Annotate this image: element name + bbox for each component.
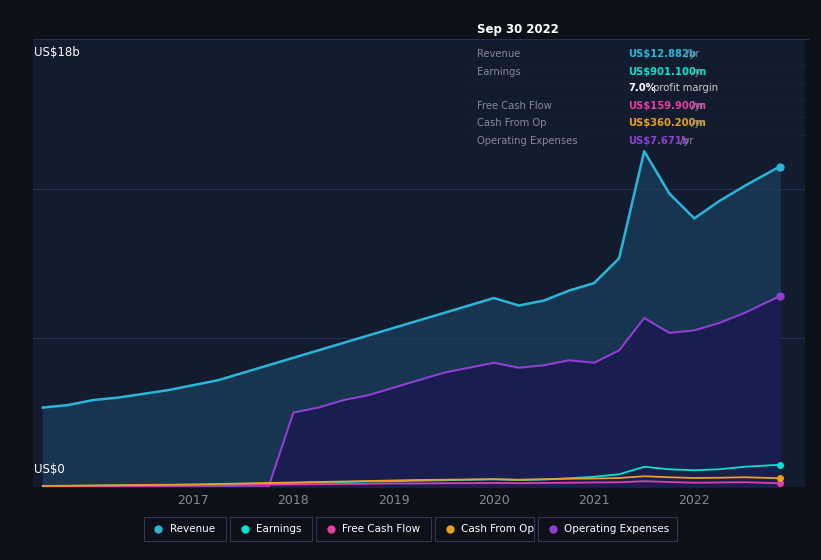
Text: US$7.671b: US$7.671b <box>628 136 690 146</box>
Text: Earnings: Earnings <box>477 67 521 77</box>
Text: US$360.200m: US$360.200m <box>628 118 706 128</box>
Text: Free Cash Flow: Free Cash Flow <box>477 101 552 111</box>
Text: Revenue: Revenue <box>477 49 521 59</box>
Bar <box>230 517 312 541</box>
Text: US$0: US$0 <box>34 463 64 476</box>
Text: profit margin: profit margin <box>650 83 718 94</box>
Text: Operating Expenses: Operating Expenses <box>477 136 578 146</box>
Text: Cash From Op: Cash From Op <box>461 524 534 534</box>
Text: US$901.100m: US$901.100m <box>628 67 706 77</box>
Text: Operating Expenses: Operating Expenses <box>564 524 669 534</box>
Bar <box>316 517 431 541</box>
Text: US$18b: US$18b <box>34 46 80 59</box>
Bar <box>435 517 534 541</box>
Text: Earnings: Earnings <box>256 524 301 534</box>
Text: Cash From Op: Cash From Op <box>477 118 547 128</box>
Text: /yr: /yr <box>677 136 694 146</box>
Text: /yr: /yr <box>682 49 699 59</box>
Text: Sep 30 2022: Sep 30 2022 <box>477 23 559 36</box>
Bar <box>144 517 226 541</box>
Text: Free Cash Flow: Free Cash Flow <box>342 524 420 534</box>
Text: US$159.900m: US$159.900m <box>628 101 706 111</box>
Bar <box>538 517 677 541</box>
Text: 7.0%: 7.0% <box>628 83 656 94</box>
Text: /yr: /yr <box>688 118 704 128</box>
Text: /yr: /yr <box>688 101 704 111</box>
Text: Revenue: Revenue <box>170 524 215 534</box>
Text: US$12.882b: US$12.882b <box>628 49 696 59</box>
Text: /yr: /yr <box>688 67 704 77</box>
